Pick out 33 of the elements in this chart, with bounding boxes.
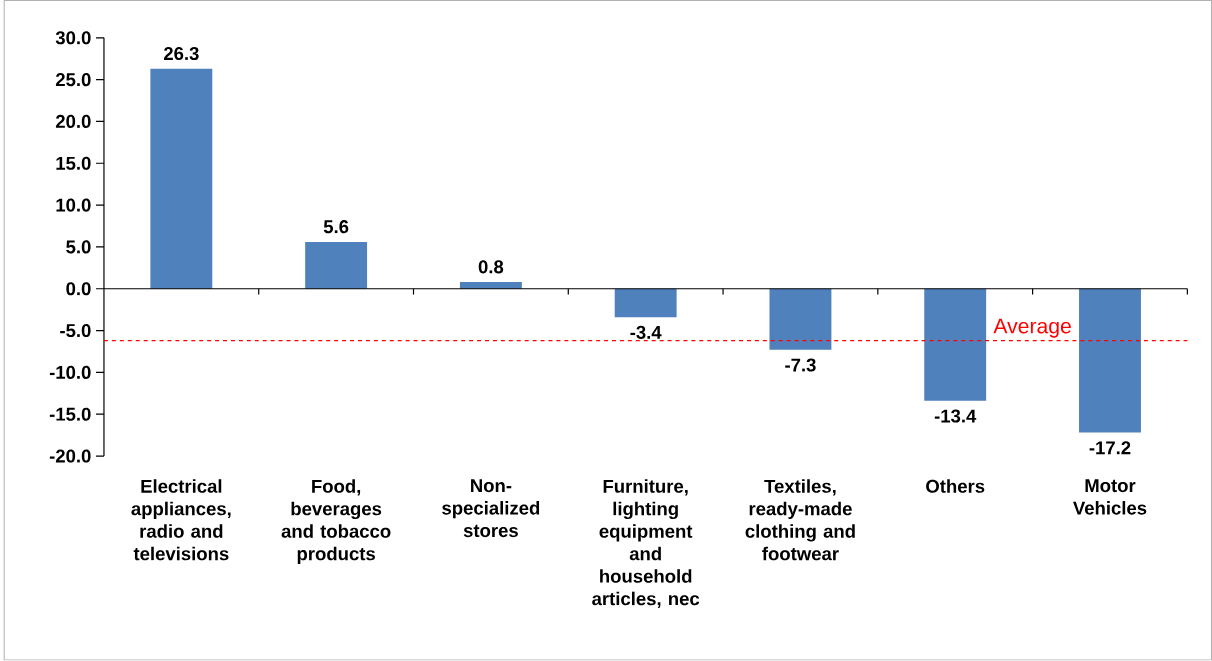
y-tick-label: 5.0	[66, 240, 91, 254]
x-tick-label: Food, beverages and tobacco products	[281, 479, 391, 565]
data-label: 5.6	[323, 220, 349, 234]
y-tick-label: -10.0	[49, 366, 91, 380]
x-tick-label: Others	[926, 479, 985, 494]
y-tick-label: 10.0	[56, 198, 91, 212]
x-tick-label: Motor Vehicles	[1073, 479, 1147, 515]
data-label: 0.8	[478, 260, 504, 274]
y-tick-label: -15.0	[49, 407, 91, 421]
y-tick-label: 30.0	[55, 31, 91, 45]
data-label: -3.4	[630, 326, 662, 340]
data-label: -13.4	[934, 409, 977, 423]
bar	[150, 68, 213, 289]
data-label: -7.3	[785, 358, 816, 372]
bar	[769, 288, 832, 350]
bar	[614, 288, 677, 318]
y-tick-label: -5.0	[60, 324, 91, 338]
x-tick-label: Non-specialized stores	[442, 479, 540, 538]
y-tick-label: 0.0	[66, 282, 91, 296]
bar	[924, 288, 987, 402]
bar	[305, 242, 368, 289]
data-label: 26.3	[163, 47, 199, 61]
x-tick-label: Textiles, ready-made clothing and footwear	[745, 479, 855, 561]
x-tick-label: Furniture, lighting equipment and household articles, nec	[592, 479, 700, 609]
x-tick-label: Electrical appliances, radio and televisions	[131, 479, 231, 561]
y-tick-label: 15.0	[56, 156, 91, 171]
bar	[459, 282, 522, 289]
data-label: -17.2	[1089, 441, 1131, 455]
y-tick-label: 25.0	[55, 73, 91, 87]
y-tick-label: 20.0	[55, 115, 91, 129]
ref-line-label: Average	[993, 318, 1071, 338]
bar	[1079, 288, 1141, 433]
y-tick-label: -20.0	[49, 449, 91, 463]
